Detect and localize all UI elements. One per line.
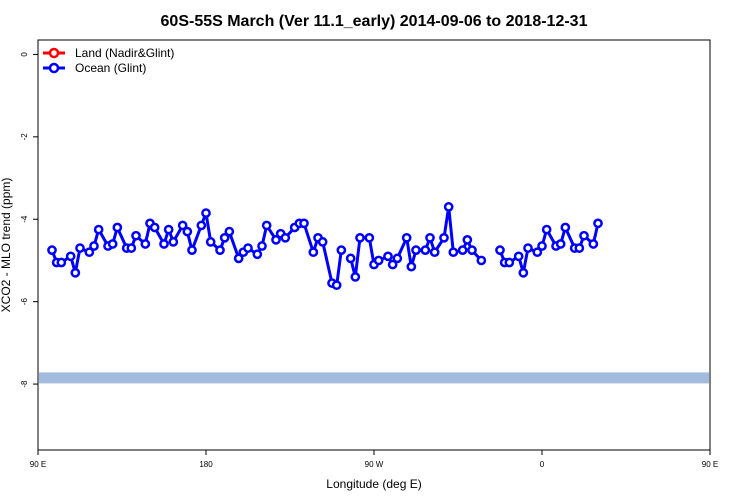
data-point — [588, 239, 599, 249]
data-point — [448, 247, 459, 258]
data-point — [126, 243, 137, 253]
data-point — [457, 245, 468, 256]
legend-marker — [48, 62, 60, 74]
data-point — [70, 267, 81, 278]
y-axis-label: XCO2 - MLO trend (ppm) — [0, 178, 13, 313]
data-point — [159, 239, 169, 249]
data-point — [47, 245, 57, 256]
data-point — [243, 243, 253, 253]
y-tick-label: -8 — [20, 380, 29, 388]
data-point — [107, 239, 118, 249]
legend-marker — [48, 47, 60, 59]
data-point — [149, 222, 160, 233]
data-point — [574, 243, 585, 253]
data-point — [476, 255, 487, 266]
data-point — [555, 239, 566, 249]
x-tick-label: 90 E — [702, 460, 718, 469]
data-point — [215, 245, 225, 256]
data-point — [233, 253, 244, 264]
data-point — [429, 247, 440, 258]
data-point — [560, 222, 571, 233]
data-point — [462, 234, 473, 245]
data-point — [187, 245, 197, 256]
x-tick-label: 180 — [199, 460, 213, 469]
data-point — [75, 243, 85, 253]
data-point — [177, 220, 188, 231]
data-point — [425, 232, 435, 243]
data-point — [299, 218, 309, 229]
data-point — [383, 251, 393, 262]
data-point — [364, 232, 375, 243]
data-point — [495, 245, 505, 256]
legend-label: Ocean (Glint) — [75, 61, 146, 75]
data-point — [373, 255, 384, 266]
data-point — [336, 245, 347, 256]
y-tick-label: -6 — [20, 298, 29, 306]
data-point — [84, 247, 95, 258]
x-tick-label: 90 W — [365, 460, 384, 469]
x-axis-label: Longitude (deg E) — [326, 477, 421, 491]
reference-band — [39, 372, 709, 384]
data-point — [280, 232, 291, 243]
data-point — [593, 218, 603, 229]
data-point — [65, 251, 76, 262]
data-point — [355, 232, 365, 243]
data-point — [439, 232, 449, 243]
data-point — [537, 241, 547, 251]
data-point — [532, 247, 543, 258]
data-point — [420, 245, 431, 256]
data-point — [406, 261, 417, 272]
data-point — [345, 253, 356, 264]
data-point — [219, 232, 230, 243]
data-point — [504, 257, 515, 268]
data-point — [350, 272, 361, 282]
data-point — [224, 226, 235, 237]
plot-frame — [37, 39, 711, 451]
x-tick-label: 90 E — [30, 460, 46, 469]
data-point — [467, 245, 477, 256]
y-tick-label: 0 — [20, 52, 29, 57]
data-point — [392, 253, 403, 264]
data-point — [518, 267, 529, 278]
data-point — [112, 222, 123, 233]
y-tick-label: -4 — [20, 215, 29, 223]
data-point — [523, 243, 533, 253]
plot-area: 90 E 180 90 W 0 90 E 0 -2 -4 -6 -8 — [20, 52, 718, 469]
x-tick-label: 0 — [540, 460, 545, 469]
data-point — [131, 230, 141, 241]
data-point — [182, 226, 193, 237]
data-point — [201, 208, 211, 218]
legend: Land (Nadir&Glint)Ocean (Glint) — [43, 46, 174, 75]
data-point — [411, 245, 421, 256]
data-point — [93, 224, 104, 235]
data-point — [387, 259, 398, 270]
data-point — [168, 237, 179, 247]
data-point — [140, 239, 151, 249]
y-tick-label: -2 — [20, 133, 29, 141]
data-point — [541, 224, 552, 235]
data-point — [271, 234, 281, 245]
data-point — [308, 247, 319, 258]
data-point — [89, 241, 99, 251]
data-point — [317, 237, 328, 247]
chart-title: 60S-55S March (Ver 11.1_early) 2014-09-0… — [161, 13, 588, 30]
data-point — [252, 249, 263, 260]
data-point — [443, 202, 454, 212]
data-point — [163, 224, 174, 235]
data-point — [331, 280, 342, 291]
data-point — [579, 230, 589, 241]
data-point — [513, 251, 524, 262]
legend-label: Land (Nadir&Glint) — [75, 46, 174, 60]
data-point — [56, 257, 67, 268]
data-point — [261, 220, 272, 231]
data-point — [196, 220, 207, 231]
data-point — [401, 232, 412, 243]
data-point — [205, 237, 216, 247]
data-point — [257, 241, 267, 251]
